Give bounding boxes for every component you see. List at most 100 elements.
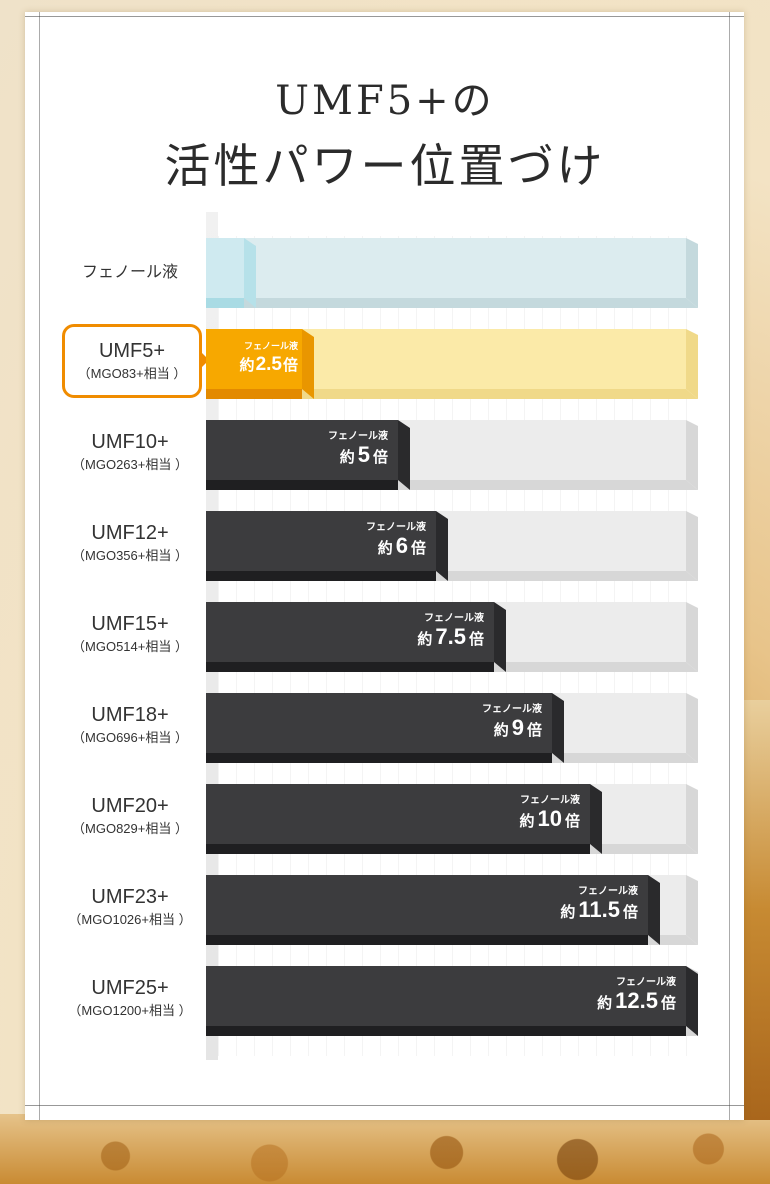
chart-row: UMF25+ （MGO1200+相当 ） フェノール液約 12.5 倍 <box>0 958 770 1038</box>
bar-value-label: 約 2.5 倍 <box>240 353 298 378</box>
bar-track-side <box>686 420 698 490</box>
honey-side-background <box>740 700 770 1120</box>
bar-side <box>686 966 698 1036</box>
bar-track-side <box>686 329 698 399</box>
category-mgo: （MGO263+相当 ） <box>72 457 188 472</box>
bar-side <box>552 693 564 763</box>
value-number: 10 <box>537 806 562 831</box>
value-suffix: 倍 <box>622 904 638 921</box>
bar-side <box>436 511 448 581</box>
category-name: フェノール液 <box>81 264 178 281</box>
category-name: UMF10+ <box>91 431 169 453</box>
bar-bottom <box>206 480 398 490</box>
bar-caption: フェノール液 <box>520 795 580 806</box>
chart-row: UMF10+ （MGO263+相当 ） フェノール液約 5 倍 <box>0 412 770 492</box>
bar-face: フェノール液約 5 倍 <box>206 420 398 480</box>
category-name: UMF20+ <box>91 795 169 817</box>
bar-side <box>590 784 602 854</box>
bar-face: フェノール液約 11.5 倍 <box>206 875 648 935</box>
bar-track-side <box>686 784 698 854</box>
bar-caption: フェノール液 <box>616 977 676 988</box>
chart-title-line2: 活性パワー位置づけ <box>164 139 606 193</box>
value-suffix: 倍 <box>526 722 542 739</box>
value-number: 12.5 <box>615 988 658 1013</box>
value-number: 5 <box>357 442 370 467</box>
value-prefix: 約 <box>239 357 255 374</box>
bar-caption: フェノール液 <box>482 704 542 715</box>
value-bar: フェノール液約 5 倍 <box>206 420 410 490</box>
bar-face <box>206 238 244 298</box>
chart-row: UMF23+ （MGO1026+相当 ） フェノール液約 11.5 倍 <box>0 867 770 947</box>
value-bar: フェノール液約 9 倍 <box>206 693 564 763</box>
bar-caption: フェノール液 <box>366 522 426 533</box>
category-label: UMF20+ （MGO829+相当 ） <box>60 776 200 856</box>
chart-row: UMF5+ （MGO83+相当 ） フェノール液約 2.5 倍 <box>0 321 770 401</box>
bar-side <box>398 420 410 490</box>
value-bar: フェノール液約 11.5 倍 <box>206 875 660 945</box>
bar-track-bottom <box>206 298 698 308</box>
category-label: UMF18+ （MGO696+相当 ） <box>60 685 200 765</box>
bar-track-side <box>686 238 698 308</box>
value-bar: フェノール液約 6 倍 <box>206 511 448 581</box>
chart-row: UMF20+ （MGO829+相当 ） フェノール液約 10 倍 <box>0 776 770 856</box>
bar-bottom <box>206 389 302 399</box>
bar-track-side <box>686 693 698 763</box>
value-suffix: 倍 <box>468 631 484 648</box>
category-mgo: （MGO1200+相当 ） <box>68 1003 192 1018</box>
value-bar: フェノール液約 7.5 倍 <box>206 602 506 672</box>
reference-bar <box>206 238 256 308</box>
bar-track-face <box>206 238 686 298</box>
bar-value-label: 約 11.5 倍 <box>560 898 638 925</box>
bar-value-label: 約 12.5 倍 <box>597 989 676 1016</box>
frame-line <box>25 16 744 17</box>
bar-track-side <box>686 602 698 672</box>
value-number: 7.5 <box>435 624 466 649</box>
category-mgo: （MGO514+相当 ） <box>72 639 188 654</box>
value-prefix: 約 <box>560 904 576 921</box>
value-bar: フェノール液約 12.5 倍 <box>206 966 698 1036</box>
bar-face: フェノール液約 9 倍 <box>206 693 552 753</box>
bar-bottom <box>206 753 552 763</box>
chart-title-line1: UMF5+の <box>275 78 495 124</box>
value-number: 11.5 <box>578 897 620 922</box>
bar-caption: フェノール液 <box>578 886 638 897</box>
category-name: UMF12+ <box>91 522 169 544</box>
bar-bottom <box>206 935 648 945</box>
frame-line <box>729 12 730 1120</box>
category-label: UMF23+ （MGO1026+相当 ） <box>60 867 200 947</box>
bar-bottom <box>206 662 494 672</box>
bar-side <box>648 875 660 945</box>
bar-side <box>494 602 506 672</box>
bar-value-label: 約 10 倍 <box>519 807 580 834</box>
chart-row: UMF15+ （MGO514+相当 ） フェノール液約 7.5 倍 <box>0 594 770 674</box>
value-number: 9 <box>511 715 524 740</box>
category-label: UMF25+ （MGO1200+相当 ） <box>60 958 200 1038</box>
bar-face: フェノール液約 7.5 倍 <box>206 602 494 662</box>
bar-caption: フェノール液 <box>424 613 484 624</box>
category-name: UMF18+ <box>91 704 169 726</box>
category-mgo: （MGO1026+相当 ） <box>68 912 192 927</box>
category-label: UMF10+ （MGO263+相当 ） <box>60 412 200 492</box>
frame-line <box>25 1105 744 1106</box>
bar-track-bottom <box>206 389 698 399</box>
value-prefix: 約 <box>519 813 535 830</box>
bar-track-side <box>686 511 698 581</box>
bar-caption: フェノール液 <box>243 341 298 351</box>
category-mgo: （MGO696+相当 ） <box>72 730 188 745</box>
value-suffix: 倍 <box>660 995 676 1012</box>
bar-bottom <box>206 571 436 581</box>
bar-bottom <box>206 844 590 854</box>
category-label: UMF12+ （MGO356+相当 ） <box>60 503 200 583</box>
bar-bottom <box>206 1026 686 1036</box>
chart-row: UMF18+ （MGO696+相当 ） フェノール液約 9 倍 <box>0 685 770 765</box>
bar-value-label: 約 7.5 倍 <box>417 625 484 652</box>
value-prefix: 約 <box>377 540 393 557</box>
value-number: 2.5 <box>255 354 282 375</box>
pointer-arrow <box>200 351 209 369</box>
value-prefix: 約 <box>339 449 355 466</box>
frame-line <box>39 12 40 1120</box>
bar-track <box>206 238 698 308</box>
category-mgo: （MGO83+相当 ） <box>77 366 187 381</box>
